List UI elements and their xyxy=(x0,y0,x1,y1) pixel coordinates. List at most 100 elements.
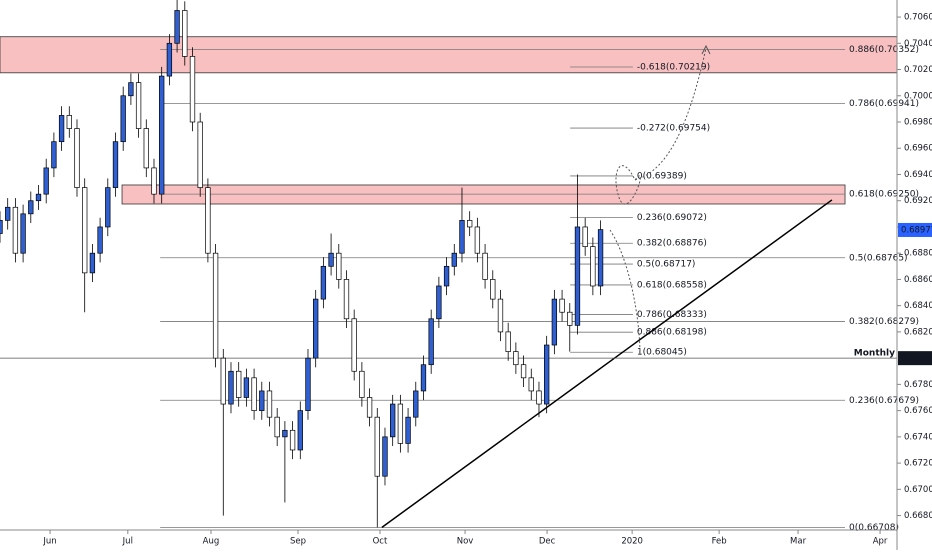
x-tick-label: Jun xyxy=(42,537,56,547)
candle-body xyxy=(89,252,96,274)
candle-body xyxy=(405,416,411,444)
candle-body xyxy=(320,265,327,300)
candle-body xyxy=(559,298,565,313)
candle-body xyxy=(374,416,380,477)
candle-body xyxy=(105,187,111,228)
candle-body xyxy=(574,226,581,326)
candle-body xyxy=(590,246,596,287)
candle-body xyxy=(289,429,296,451)
trendline xyxy=(381,199,833,528)
fib-label: 0.382(0.68279) xyxy=(849,317,919,327)
projection-path xyxy=(609,229,641,356)
candle-body xyxy=(120,95,126,143)
candle-body xyxy=(189,56,196,123)
candle-body xyxy=(112,141,119,188)
fib-label: 0.236(0.69072) xyxy=(637,213,707,223)
candle-body xyxy=(597,229,604,287)
candle-body xyxy=(135,82,142,129)
fib-label: 0.786(0.68333) xyxy=(637,310,707,320)
x-tick-label: Nov xyxy=(457,537,474,547)
fib-label: 0(0.66708) xyxy=(849,523,899,533)
candle-body xyxy=(251,377,257,411)
candle-body xyxy=(497,298,504,333)
candle-body xyxy=(428,318,434,366)
candle-body xyxy=(420,364,427,392)
candle-body xyxy=(397,403,404,444)
candle-body xyxy=(66,115,72,129)
fib-label: -0.272(0.69754) xyxy=(637,124,710,134)
candle-body xyxy=(5,206,11,221)
candle-body xyxy=(482,252,488,280)
candle-body xyxy=(313,298,319,359)
candle-body xyxy=(82,187,88,274)
x-tick-label: Jul xyxy=(122,537,133,547)
candle-body xyxy=(305,357,311,411)
candle-body xyxy=(151,167,157,195)
candle-body xyxy=(490,279,496,300)
candle-body xyxy=(451,252,457,267)
candle-body xyxy=(220,357,226,405)
candle-body xyxy=(544,344,550,405)
candle-body xyxy=(436,285,442,320)
x-tick-label: Oct xyxy=(373,537,388,547)
fib-label: 0.786(0.69941) xyxy=(849,99,919,109)
candle-body xyxy=(474,226,481,254)
candle-body xyxy=(336,252,342,280)
fib-label: 0.382(0.68876) xyxy=(637,239,707,249)
candle-body xyxy=(582,226,588,247)
candle-body xyxy=(551,298,558,346)
candle-body xyxy=(28,200,34,215)
candle-body xyxy=(35,193,42,202)
x-tick-label: 2020 xyxy=(621,537,643,547)
x-tick-label: Mar xyxy=(790,537,807,547)
projection-arrow xyxy=(701,44,711,55)
fib-label: 0(0.69389) xyxy=(637,171,687,181)
candle-body xyxy=(459,220,465,254)
candle-body xyxy=(513,351,519,366)
candle-body xyxy=(212,252,219,359)
candle-body xyxy=(43,167,49,195)
fib-label: 0.886(0.68198) xyxy=(637,328,707,338)
candle-body xyxy=(159,75,165,195)
candle-body xyxy=(536,390,542,405)
candle-body xyxy=(328,252,334,267)
candle-body xyxy=(236,370,242,398)
fib-label: 0.236(0.67679) xyxy=(849,396,919,406)
candle-body xyxy=(505,331,511,352)
candle-body xyxy=(174,10,180,44)
candle-body xyxy=(351,318,357,372)
candle-body xyxy=(58,115,65,143)
candle-body xyxy=(390,403,396,438)
candle-body xyxy=(74,128,80,188)
fib-label: -0.618(0.70219) xyxy=(637,63,710,73)
candle-body xyxy=(382,436,388,477)
candle-body xyxy=(266,390,273,418)
price-tag-label: 0.68977 xyxy=(901,225,932,235)
candle-body xyxy=(282,429,288,438)
candle-body xyxy=(143,128,149,169)
candle-body xyxy=(366,397,373,418)
candle-body xyxy=(205,187,211,254)
candle-body xyxy=(297,410,303,451)
projection-path xyxy=(634,47,707,181)
fib-label: 0.5(0.68717) xyxy=(637,260,696,270)
x-tick-label: Feb xyxy=(712,537,727,547)
price-tag xyxy=(898,222,932,237)
candle-body xyxy=(128,82,134,97)
candle-body xyxy=(443,265,450,287)
candle-body xyxy=(20,213,26,254)
